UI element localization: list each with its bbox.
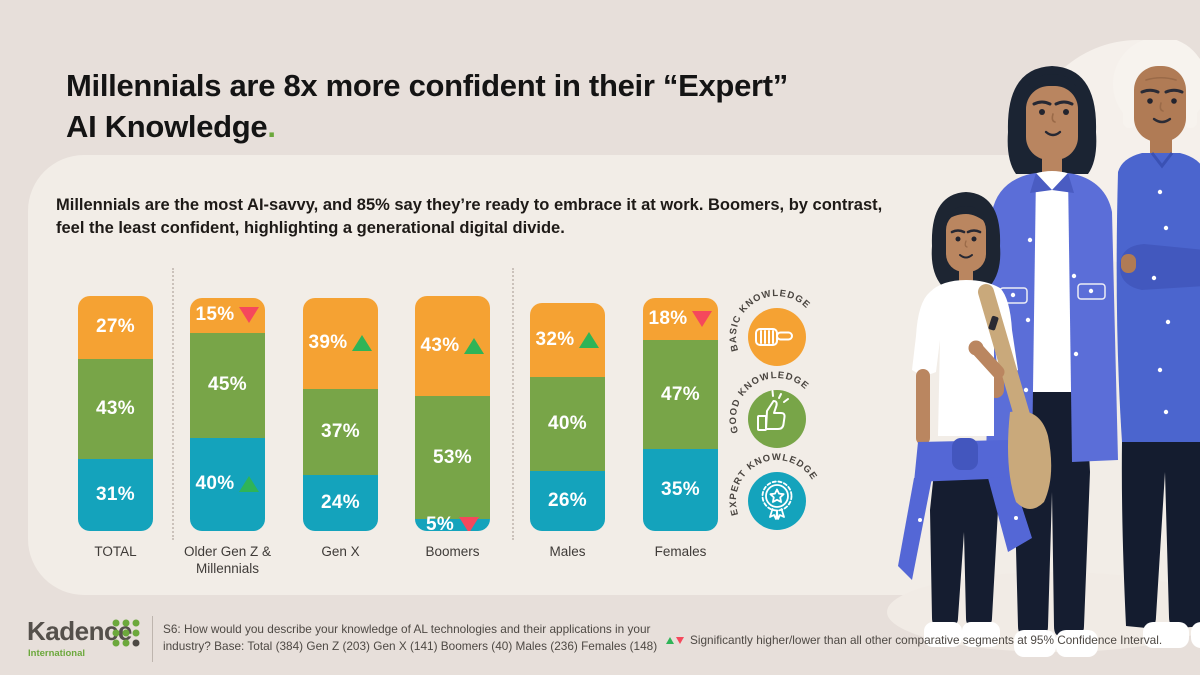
- survey-footnote: S6: How would you describe your knowledg…: [163, 622, 658, 653]
- bar-value-label: 37%: [321, 420, 360, 442]
- bar-value-label: 39%: [308, 332, 348, 354]
- bar-value-label: 53%: [433, 446, 472, 468]
- bar-value-label: 26%: [548, 489, 587, 511]
- significance-down-triangle: [239, 307, 260, 324]
- bar-segment: 40%: [530, 377, 605, 471]
- title-line1: Millennials are 8x more confident in the…: [66, 67, 788, 103]
- girl-figure: [898, 192, 1052, 647]
- significance-up-triangle: [239, 476, 260, 493]
- legend-circle-expert: [748, 472, 806, 530]
- footer-divider: [152, 616, 153, 662]
- bar-segment: 40%: [190, 437, 265, 531]
- bar-value-label: 40%: [548, 412, 587, 434]
- bar-value-label: 24%: [321, 492, 360, 514]
- stacked-bar: 39% 37% 24%: [303, 298, 378, 531]
- bar-segment: 45%: [190, 332, 265, 438]
- category-label: Gen X: [321, 544, 360, 559]
- family-illustration: [887, 40, 1200, 657]
- legend-item-expert-knowledge: EXPERT KNOWLEDGE: [728, 452, 818, 530]
- bar-value-label: 5%: [425, 514, 455, 531]
- bar-segment: 53%: [415, 396, 490, 520]
- bar-value-label: 45%: [208, 374, 247, 396]
- bar-value-label: 35%: [661, 479, 700, 501]
- bar-value-label: 15%: [195, 304, 235, 326]
- dotted-separator-total: [172, 268, 174, 540]
- thumbs-up-icon: [757, 390, 789, 431]
- bar-segment: 47%: [643, 339, 718, 450]
- bar-segment: 24%: [303, 475, 378, 531]
- stacked-bar: 15% 45% 40%: [190, 298, 265, 531]
- dotted-separator-generations: [512, 268, 514, 540]
- title-line2: AI Knowledge: [66, 108, 268, 144]
- bar-segment: 39%: [303, 298, 378, 389]
- significance-note: Significantly higher/lower than all othe…: [666, 633, 1162, 647]
- stacked-bar: 18% 47% 35%: [643, 298, 718, 531]
- stacked-bar: 27% 43% 31%: [78, 296, 153, 531]
- title-accent-period: .: [267, 108, 276, 144]
- category-label: Older Gen Z & Millennials: [183, 544, 272, 576]
- bar-value-label: 43%: [420, 335, 460, 357]
- chart-subtitle: Millennials are the most AI-savvy, and 8…: [56, 196, 883, 237]
- bar-value-label: 32%: [535, 329, 575, 351]
- older-person-figure: [1113, 40, 1200, 648]
- up-triangle-icon: [666, 636, 674, 644]
- bar-segment: 26%: [530, 470, 605, 531]
- kadence-logo-dots-icon: [112, 619, 140, 647]
- kadence-logo-subtext: International: [28, 648, 86, 659]
- significance-up-triangle: [464, 338, 485, 355]
- significance-down-triangle: [692, 310, 713, 327]
- bar-value-label: 43%: [96, 397, 135, 419]
- legend-circle-good: [748, 390, 806, 448]
- down-triangle-icon: [676, 636, 684, 644]
- bar-value-label: 40%: [195, 473, 235, 495]
- bar-segment: 32%: [530, 303, 605, 378]
- bar-value-label: 31%: [96, 483, 135, 505]
- bar-segment: 43%: [415, 296, 490, 397]
- bar-segment: 35%: [643, 449, 718, 531]
- page-title: Millennials are 8x more confident in the…: [66, 65, 1046, 147]
- category-label: Females: [654, 544, 707, 559]
- significance-note-text: Significantly higher/lower than all othe…: [690, 633, 1163, 647]
- stacked-bar: 32% 40% 26%: [530, 303, 605, 531]
- bar-value-label: 18%: [648, 307, 688, 329]
- bar-value-label: 27%: [96, 316, 135, 338]
- bar-value-label: 47%: [661, 383, 700, 405]
- significance-up-triangle: [352, 335, 373, 352]
- legend-item-basic-knowledge: BASIC KNOWLEDGE: [728, 288, 811, 366]
- category-label: Males: [549, 544, 586, 559]
- category-label: Boomers: [425, 544, 480, 559]
- bar-segment: 18%: [643, 298, 718, 340]
- pointing-fist-icon: [755, 328, 793, 346]
- bar-segment: 31%: [78, 458, 153, 531]
- legend-item-good-knowledge: GOOD KNOWLEDGE: [728, 370, 810, 448]
- bar-segment: 37%: [303, 388, 378, 476]
- bar-segment: 5%: [415, 514, 490, 531]
- stacked-bar: 43% 53% 5%: [415, 296, 490, 531]
- category-label: TOTAL: [94, 544, 137, 559]
- bar-segment: 15%: [190, 298, 265, 333]
- bar-segment: 27%: [78, 296, 153, 359]
- significance-down-triangle: [459, 517, 480, 531]
- bar-segment: 43%: [78, 358, 153, 459]
- award-rosette-icon: [761, 480, 793, 520]
- significance-up-triangle: [579, 332, 600, 349]
